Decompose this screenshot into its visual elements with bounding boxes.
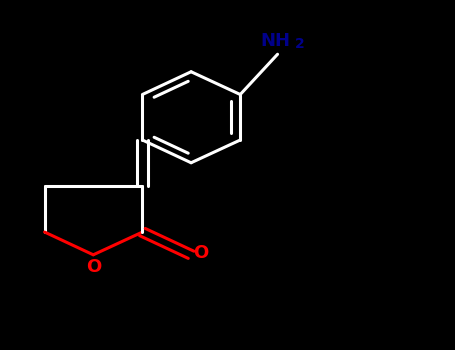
Text: O: O <box>193 244 209 262</box>
Text: NH: NH <box>260 32 290 50</box>
Text: 2: 2 <box>294 37 304 51</box>
Text: O: O <box>86 258 101 276</box>
